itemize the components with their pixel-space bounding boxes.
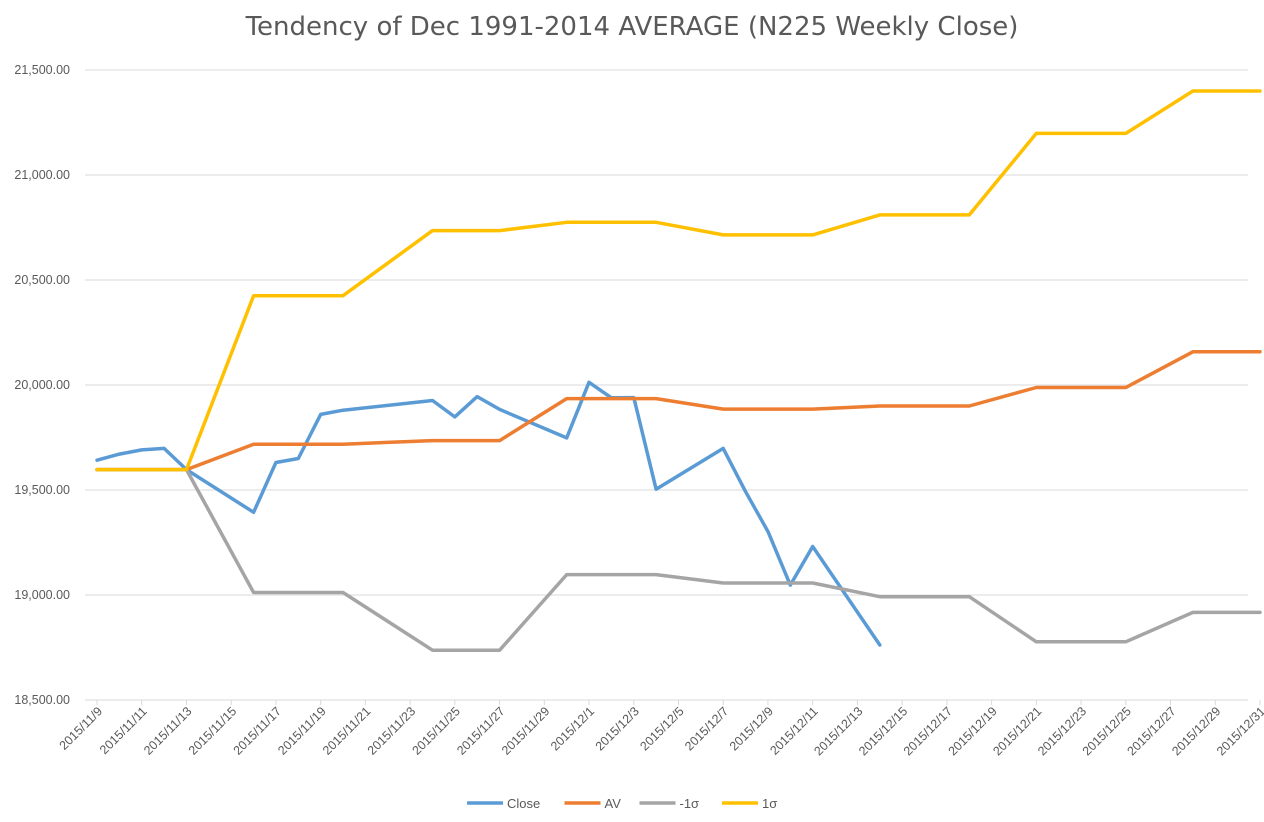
chart-title: Tendency of Dec 1991-2014 AVERAGE (N225 … [245, 12, 1019, 42]
gridlines [85, 69, 1248, 701]
x-tick-label: 2015/12/3 [593, 704, 642, 753]
x-axis-ticks: 2015/11/92015/11/112015/11/132015/11/152… [57, 700, 1264, 758]
y-tick-label: 19,500.00 [14, 483, 70, 497]
series-line-3 [95, 89, 1262, 472]
x-tick-label: 2015/12/7 [682, 704, 731, 753]
legend: Close AV -1σ 1σ [467, 796, 777, 811]
x-tick-label: 2015/12/5 [637, 704, 686, 753]
series-line-1 [95, 350, 1262, 472]
y-axis-ticks: 18,500.00 19,000.00 19,500.00 20,000.00 20,5… [14, 63, 70, 707]
series-line-2 [95, 467, 1262, 652]
y-tick-label: 19,000.00 [14, 588, 70, 602]
series-lines [95, 89, 1262, 652]
x-tick-label: 2015/11/29 [499, 704, 553, 758]
legend-label: 1σ [762, 796, 777, 811]
legend-label: AV [605, 796, 622, 811]
series-line-0 [95, 380, 882, 647]
y-tick-label: 21,500.00 [14, 63, 70, 77]
y-tick-label: 20,000.00 [14, 378, 70, 392]
x-tick-label: 2015/12/1 [548, 704, 597, 753]
y-tick-label: 20,500.00 [14, 273, 70, 287]
y-tick-label: 21,000.00 [14, 168, 70, 182]
legend-label: Close [507, 796, 540, 811]
y-tick-label: 18,500.00 [14, 693, 70, 707]
legend-label: -1σ [680, 796, 700, 811]
